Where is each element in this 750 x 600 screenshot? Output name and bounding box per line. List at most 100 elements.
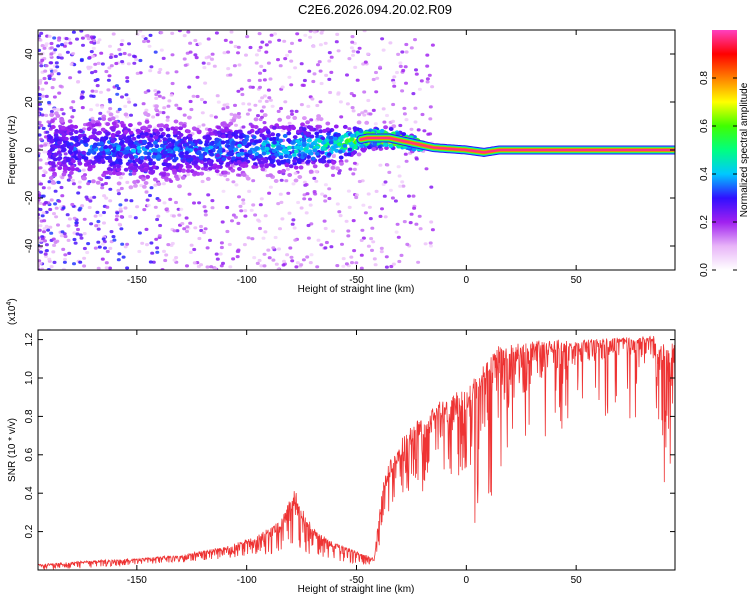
spectrogram-noise-cell <box>236 221 241 225</box>
spectrogram-noise-cell <box>143 90 148 94</box>
spectrogram-signal-cell <box>247 149 253 154</box>
spectrogram-noise-cell <box>39 31 44 35</box>
spectrogram-noise-cell <box>144 108 149 112</box>
spectrogram-noise-cell <box>114 61 119 66</box>
spectrogram-noise-cell <box>263 230 268 234</box>
spectrogram-noise-cell <box>126 62 131 66</box>
spectrogram-noise-cell <box>149 65 154 69</box>
spectrogram-signal-cell <box>262 113 268 118</box>
spectrogram-noise-cell <box>283 100 288 104</box>
spectrogram-noise-cell <box>329 55 334 59</box>
spectrogram-signal-cell <box>181 168 186 173</box>
spectrogram-noise-cell <box>228 265 233 269</box>
spectrogram-noise-cell <box>350 35 355 39</box>
spectrogram-noise-cell <box>115 92 120 96</box>
spectrogram-signal-cell <box>281 168 286 173</box>
spectrogram-signal-cell <box>208 145 214 150</box>
spectrogram-signal-cell <box>262 136 267 141</box>
spectrogram-x-label: Height of straight line (km) <box>298 284 415 295</box>
spectrogram-noise-cell <box>79 96 84 100</box>
spectrogram-noise-cell <box>317 60 322 64</box>
spectrogram-signal-cell <box>287 154 293 159</box>
spectrogram-noise-cell <box>89 94 94 98</box>
spectrogram-noise-cell <box>125 266 130 270</box>
spectrogram-signal-cell <box>66 142 71 147</box>
spectrogram-noise-cell <box>185 229 189 233</box>
spectrogram-signal-cell <box>251 135 257 140</box>
spectrogram-noise-cell <box>59 56 64 60</box>
spectrogram-noise-cell <box>318 100 323 104</box>
spectrogram-signal-cell <box>271 155 276 160</box>
spectrogram-noise-cell <box>71 108 76 113</box>
spectrogram-noise-cell <box>397 174 402 178</box>
spectrogram-noise-cell <box>314 169 319 174</box>
spectrogram-noise-cell <box>99 90 103 94</box>
spectrogram-noise-cell <box>197 125 202 129</box>
spectrogram-noise-cell <box>107 74 112 78</box>
spectrogram-noise-cell <box>44 64 49 68</box>
spectrogram-signal-cell <box>207 166 213 171</box>
spectrogram-noise-cell <box>101 242 105 246</box>
spectrogram-noise-cell <box>170 31 175 35</box>
spectrogram-signal-cell <box>174 146 180 151</box>
spectrogram-noise-cell <box>188 99 193 104</box>
spectrogram-signal-cell <box>50 180 56 185</box>
spectrogram-signal-cell <box>174 165 180 170</box>
spectrogram-noise-cell <box>246 236 251 240</box>
spectrogram-noise-cell <box>89 108 94 112</box>
spectrogram-signal-cell <box>122 136 128 141</box>
spectrogram-signal-cell <box>73 130 79 134</box>
spectrogram-signal-cell <box>172 158 177 163</box>
spectrogram-noise-cell <box>47 124 52 128</box>
spectrogram-y-label: Frequency (Hz) <box>7 116 18 185</box>
spectrogram-noise-cell <box>413 106 418 110</box>
spectrogram-noise-cell <box>157 94 162 98</box>
spectrogram-noise-cell <box>84 34 89 38</box>
spectrogram-noise-cell <box>354 261 359 265</box>
spectrogram-noise-cell <box>383 215 388 219</box>
spectrogram-noise-cell <box>413 38 417 42</box>
spectrogram-noise-cell <box>353 65 358 69</box>
spectrogram-signal-cell <box>60 125 66 130</box>
spectrogram-noise-cell <box>384 255 389 259</box>
spectrogram-noise-cell <box>155 246 160 250</box>
spectrogram-signal-cell <box>116 130 121 135</box>
spectrogram-noise-cell <box>109 230 114 234</box>
spectrogram-noise-cell <box>65 213 70 217</box>
spectrogram-noise-cell <box>302 180 307 184</box>
spectrogram-noise-cell <box>106 110 111 114</box>
spectrogram-noise-cell <box>42 219 47 223</box>
spectrogram-signal-cell <box>82 139 88 144</box>
spectrogram-signal-cell <box>245 176 251 181</box>
spectrogram-noise-cell <box>174 256 179 260</box>
spectrogram-signal-cell <box>318 129 324 134</box>
spectrogram-noise-cell <box>52 243 57 247</box>
spectrogram-noise-cell <box>111 32 116 36</box>
spectrogram-noise-cell <box>206 37 211 41</box>
spectrogram-noise-cell <box>331 173 335 177</box>
spectrogram-signal-cell <box>326 152 332 157</box>
spectrogram-noise-cell <box>305 192 310 196</box>
spectrogram-noise-cell <box>374 189 379 193</box>
spectrogram-noise-cell <box>104 181 108 186</box>
spectrogram-noise-cell <box>120 95 124 99</box>
spectrogram-signal-cell <box>207 159 213 164</box>
spectrogram-noise-cell <box>80 36 85 40</box>
spectrogram-noise-cell <box>117 48 122 52</box>
spectrogram-signal-cell <box>204 146 210 151</box>
spectrogram-noise-cell <box>52 36 57 40</box>
spectrogram-noise-cell <box>171 214 176 218</box>
spectrogram-noise-cell <box>89 40 94 44</box>
spectrogram-noise-cell <box>274 262 279 266</box>
spectrogram-noise-cell <box>46 120 51 124</box>
spectrogram-noise-cell <box>240 92 245 97</box>
spectrogram-noise-cell <box>41 126 46 130</box>
spectrogram-signal-cell <box>202 157 208 162</box>
spectrogram-noise-cell <box>44 210 49 214</box>
spectrogram-signal-cell <box>176 130 182 135</box>
spectrogram-noise-cell <box>53 189 58 193</box>
spectrogram-signal-cell <box>132 180 138 185</box>
spectrogram-signal-cell <box>302 116 307 121</box>
spectrogram-noise-cell <box>378 163 383 167</box>
spectrogram-noise-cell <box>185 225 190 229</box>
